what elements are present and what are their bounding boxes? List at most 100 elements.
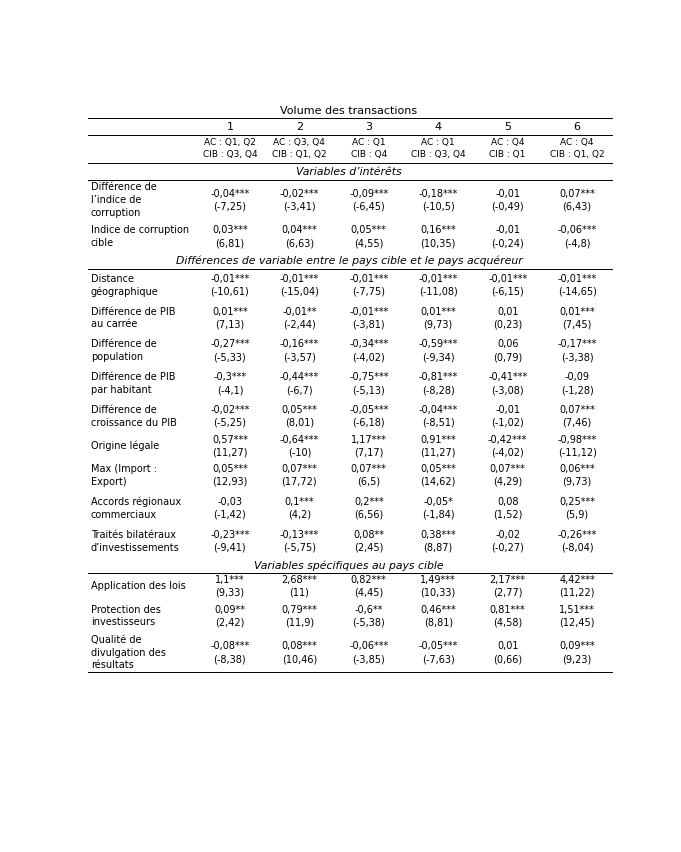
Text: 0,57***
(11,27): 0,57*** (11,27) — [212, 435, 248, 458]
Text: Distance
géographique: Distance géographique — [91, 273, 159, 297]
Text: 0,25***
(5,9): 0,25*** (5,9) — [559, 497, 595, 520]
Text: -0,01***
(-3,81): -0,01*** (-3,81) — [349, 307, 388, 330]
Text: AC : Q1
CIB : Q3, Q4: AC : Q1 CIB : Q3, Q4 — [411, 138, 466, 159]
Text: -0,01**
(-2,44): -0,01** (-2,44) — [282, 307, 317, 330]
Text: 1,17***
(7,17): 1,17*** (7,17) — [351, 435, 387, 458]
Text: Protection des
investisseurs: Protection des investisseurs — [91, 605, 161, 627]
Text: -0,08***
(-8,38): -0,08*** (-8,38) — [210, 642, 249, 664]
Text: -0,01
(-0,49): -0,01 (-0,49) — [492, 188, 524, 211]
Text: 0,79***
(11,9): 0,79*** (11,9) — [281, 605, 317, 627]
Text: -0,06***
(-4,8): -0,06*** (-4,8) — [558, 225, 597, 248]
Text: -0,41***
(-3,08): -0,41*** (-3,08) — [488, 372, 527, 395]
Text: 1,1***
(9,33): 1,1*** (9,33) — [215, 575, 244, 598]
Text: -0,01***
(-6,15): -0,01*** (-6,15) — [488, 273, 527, 296]
Text: 0,05***
(14,62): 0,05*** (14,62) — [420, 464, 456, 487]
Text: Origine légale: Origine légale — [91, 440, 159, 452]
Text: 0,01***
(7,45): 0,01*** (7,45) — [559, 307, 595, 330]
Text: Différence de PIB
au carrée: Différence de PIB au carrée — [91, 307, 176, 330]
Text: 0,01
(0,66): 0,01 (0,66) — [493, 642, 522, 664]
Text: -0,02***
(-5,25): -0,02*** (-5,25) — [210, 405, 250, 428]
Text: 0,07***
(4,29): 0,07*** (4,29) — [490, 464, 526, 487]
Text: 0,05***
(12,93): 0,05*** (12,93) — [212, 464, 248, 487]
Text: -0,02
(-0,27): -0,02 (-0,27) — [491, 530, 524, 553]
Text: Différence de
l’indice de
corruption: Différence de l’indice de corruption — [91, 182, 157, 218]
Text: 0,08
(1,52): 0,08 (1,52) — [493, 497, 522, 520]
Text: -0,05*
(-1,84): -0,05* (-1,84) — [422, 497, 454, 520]
Text: 0,03***
(6,81): 0,03*** (6,81) — [212, 225, 248, 248]
Text: -0,59***
(-9,34): -0,59*** (-9,34) — [419, 339, 458, 362]
Text: 0,08**
(2,45): 0,08** (2,45) — [353, 530, 384, 553]
Text: -0,44***
(-6,7): -0,44*** (-6,7) — [280, 372, 319, 395]
Text: AC : Q4
CIB : Q1: AC : Q4 CIB : Q1 — [490, 138, 526, 159]
Text: -0,04***
(-8,51): -0,04*** (-8,51) — [419, 405, 458, 428]
Text: 0,81***
(4,58): 0,81*** (4,58) — [490, 605, 526, 627]
Text: 0,1***
(4,2): 0,1*** (4,2) — [285, 497, 314, 520]
Text: 2: 2 — [296, 122, 303, 131]
Text: 0,06***
(9,73): 0,06*** (9,73) — [559, 464, 595, 487]
Text: -0,13***
(-5,75): -0,13*** (-5,75) — [280, 530, 319, 553]
Text: 1: 1 — [226, 122, 234, 131]
Text: AC : Q4
CIB : Q1, Q2: AC : Q4 CIB : Q1, Q2 — [550, 138, 605, 159]
Text: -0,18***
(-10,5): -0,18*** (-10,5) — [419, 188, 458, 211]
Text: -0,01
(-0,24): -0,01 (-0,24) — [491, 225, 524, 248]
Text: Volume des transactions: Volume des transactions — [281, 106, 417, 116]
Text: -0,01***
(-15,04): -0,01*** (-15,04) — [280, 273, 319, 296]
Text: -0,16***
(-3,57): -0,16*** (-3,57) — [280, 339, 319, 362]
Text: 0,07***
(6,5): 0,07*** (6,5) — [351, 464, 387, 487]
Text: -0,04***
(-7,25): -0,04*** (-7,25) — [210, 188, 249, 211]
Text: Variables spécifiques au pays cible: Variables spécifiques au pays cible — [254, 560, 444, 571]
Text: 0,08***
(10,46): 0,08*** (10,46) — [281, 642, 317, 664]
Text: Variables d’intérêts: Variables d’intérêts — [296, 167, 402, 176]
Text: -0,23***
(-9,41): -0,23*** (-9,41) — [210, 530, 250, 553]
Text: Traités bilatéraux
d’investissements: Traités bilatéraux d’investissements — [91, 530, 180, 553]
Text: -0,27***
(-5,33): -0,27*** (-5,33) — [210, 339, 250, 362]
Text: -0,03
(-1,42): -0,03 (-1,42) — [214, 497, 247, 520]
Text: 4,42***
(11,22): 4,42*** (11,22) — [559, 575, 595, 598]
Text: 1,49***
(10,33): 1,49*** (10,33) — [420, 575, 456, 598]
Text: -0,6**
(-5,38): -0,6** (-5,38) — [353, 605, 385, 627]
Text: AC : Q3, Q4
CIB : Q1, Q2: AC : Q3, Q4 CIB : Q1, Q2 — [272, 138, 327, 159]
Text: -0,01
(-1,02): -0,01 (-1,02) — [491, 405, 524, 428]
Text: Différences de variable entre le pays cible et le pays acquéreur: Différences de variable entre le pays ci… — [176, 256, 522, 267]
Text: -0,01***
(-10,61): -0,01*** (-10,61) — [210, 273, 249, 296]
Text: Accords régionaux
commerciaux: Accords régionaux commerciaux — [91, 497, 181, 520]
Text: -0,05***
(-6,18): -0,05*** (-6,18) — [349, 405, 388, 428]
Text: 0,06
(0,79): 0,06 (0,79) — [493, 339, 522, 362]
Text: 3: 3 — [365, 122, 373, 131]
Text: 0,07***
(7,46): 0,07*** (7,46) — [559, 405, 595, 428]
Text: Indice de corruption
cible: Indice de corruption cible — [91, 225, 189, 248]
Text: -0,75***
(-5,13): -0,75*** (-5,13) — [349, 372, 389, 395]
Text: 0,38***
(8,87): 0,38*** (8,87) — [420, 530, 456, 553]
Text: -0,09***
(-6,45): -0,09*** (-6,45) — [349, 188, 388, 211]
Text: 0,2***
(6,56): 0,2*** (6,56) — [354, 497, 383, 520]
Text: -0,81***
(-8,28): -0,81*** (-8,28) — [419, 372, 458, 395]
Text: AC : Q1, Q2
CIB : Q3, Q4: AC : Q1, Q2 CIB : Q3, Q4 — [203, 138, 257, 159]
Text: -0,3***
(-4,1): -0,3*** (-4,1) — [213, 372, 247, 395]
Text: 2,68***
(11): 2,68*** (11) — [281, 575, 317, 598]
Text: -0,42***
(-4,02): -0,42*** (-4,02) — [488, 435, 527, 458]
Text: -0,17***
(-3,38): -0,17*** (-3,38) — [558, 339, 597, 362]
Text: -0,64***
(-10): -0,64*** (-10) — [280, 435, 319, 458]
Text: AC : Q1
CIB : Q4: AC : Q1 CIB : Q4 — [351, 138, 387, 159]
Text: 0,09***
(9,23): 0,09*** (9,23) — [559, 642, 595, 664]
Text: -0,34***
(-4,02): -0,34*** (-4,02) — [349, 339, 388, 362]
Text: -0,01***
(-7,75): -0,01*** (-7,75) — [349, 273, 388, 296]
Text: Différence de
population: Différence de population — [91, 339, 157, 362]
Text: 0,07***
(17,72): 0,07*** (17,72) — [281, 464, 317, 487]
Text: 0,16***
(10,35): 0,16*** (10,35) — [420, 225, 456, 248]
Text: -0,09
(-1,28): -0,09 (-1,28) — [560, 372, 594, 395]
Text: 0,01
(0,23): 0,01 (0,23) — [493, 307, 522, 330]
Text: 4: 4 — [434, 122, 442, 131]
Text: -0,05***
(-7,63): -0,05*** (-7,63) — [419, 642, 458, 664]
Text: 0,46***
(8,81): 0,46*** (8,81) — [420, 605, 456, 627]
Text: 0,07***
(6,43): 0,07*** (6,43) — [559, 188, 595, 211]
Text: 0,05***
(8,01): 0,05*** (8,01) — [281, 405, 317, 428]
Text: 1,51***
(12,45): 1,51*** (12,45) — [559, 605, 595, 627]
Text: 0,05***
(4,55): 0,05*** (4,55) — [351, 225, 387, 248]
Text: -0,26***
(-8,04): -0,26*** (-8,04) — [558, 530, 597, 553]
Text: Différence de PIB
par habitant: Différence de PIB par habitant — [91, 372, 176, 395]
Text: Max (Import :
Export): Max (Import : Export) — [91, 464, 157, 487]
Text: -0,01***
(-11,08): -0,01*** (-11,08) — [419, 273, 458, 296]
Text: -0,01***
(-14,65): -0,01*** (-14,65) — [558, 273, 597, 296]
Text: Différence de
croissance du PIB: Différence de croissance du PIB — [91, 405, 177, 428]
